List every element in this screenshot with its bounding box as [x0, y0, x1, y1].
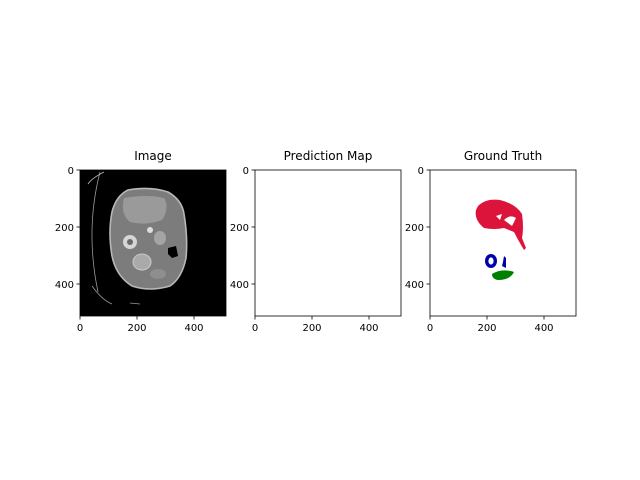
panel-image: Image [55, 149, 227, 334]
y-axis [76, 169, 80, 285]
x-tick-label: 200 [477, 323, 496, 334]
x-axis [254, 316, 370, 320]
y-axis [251, 169, 255, 285]
ct-scan-ring [91, 171, 101, 293]
panel-title-ground-truth: Ground Truth [464, 149, 542, 163]
axes-frame [429, 169, 577, 317]
ct-slice-image: 0 200 400 0 200 400 [55, 166, 227, 334]
x-axis [429, 316, 545, 320]
y-tick-label: 200 [55, 223, 74, 234]
y-tick-label: 400 [55, 280, 74, 291]
y-tick-label: 200 [405, 223, 424, 234]
y-axis [426, 169, 430, 285]
panel-title-image: Image [134, 149, 172, 163]
panel-ground-truth: Ground Truth 0 200 400 0 200 400 [405, 149, 577, 334]
y-tick-label: 0 [243, 166, 249, 177]
x-tick-label: 0 [427, 323, 433, 334]
y-tick-label: 0 [418, 166, 424, 177]
x-tick-label: 0 [252, 323, 258, 334]
x-tick-label: 400 [359, 323, 378, 334]
x-tick-label: 200 [302, 323, 321, 334]
x-axis [79, 316, 195, 320]
x-tick-label: 0 [77, 323, 83, 334]
y-tick-label: 400 [230, 280, 249, 291]
ground-truth-area [430, 170, 576, 316]
ct-liver [122, 196, 167, 224]
ct-organ-right [154, 231, 166, 245]
prediction-map-area [254, 169, 402, 317]
y-tick-label: 400 [405, 280, 424, 291]
mask-liver [475, 199, 526, 250]
y-tick-label: 0 [68, 166, 74, 177]
panel-title-prediction-map: Prediction Map [284, 149, 373, 163]
x-tick-label: 400 [184, 323, 203, 334]
x-tick-label: 200 [127, 323, 146, 334]
panel-prediction-map: Prediction Map 0 200 400 0 200 400 [230, 149, 402, 334]
mask-spleen [492, 270, 514, 280]
x-tick-label: 400 [534, 323, 553, 334]
mask-kidney-right [502, 256, 506, 268]
axes-frame [79, 169, 227, 317]
ct-organ-left [132, 253, 152, 271]
ct-gas-pocket [168, 246, 178, 258]
y-tick-label: 200 [230, 223, 249, 234]
